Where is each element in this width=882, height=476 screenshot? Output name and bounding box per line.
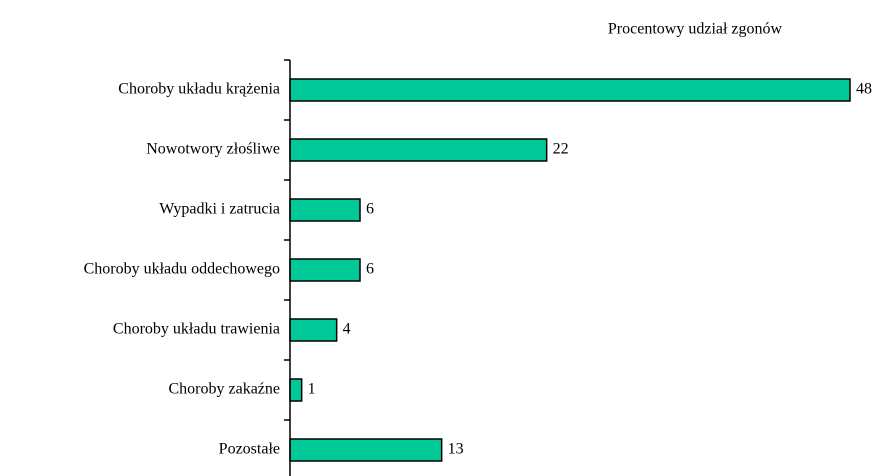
value-label: 13 <box>448 441 464 458</box>
bar <box>289 438 443 462</box>
bar <box>289 318 338 342</box>
y-tick-label: Choroby układu oddechowego <box>84 261 280 278</box>
value-label: 1 <box>308 381 316 398</box>
value-label: 6 <box>366 201 374 218</box>
bar <box>289 258 361 282</box>
bar <box>289 138 548 162</box>
y-tick-label: Nowotwory złośliwe <box>146 141 280 158</box>
value-label: 48 <box>856 81 872 98</box>
y-tick-label: Choroby układu trawienia <box>113 321 280 338</box>
y-tick-label: Pozostałe <box>219 441 280 458</box>
value-label: 6 <box>366 261 374 278</box>
value-label: 4 <box>343 321 351 338</box>
y-tick-label: Choroby układu krążenia <box>118 81 280 98</box>
y-tick-label: Choroby zakaźne <box>168 381 280 398</box>
bar <box>289 378 303 402</box>
bar <box>289 78 851 102</box>
bar <box>289 198 361 222</box>
value-label: 22 <box>553 141 569 158</box>
chart-title: Procentowy udział zgonów <box>608 21 783 38</box>
y-tick-label: Wypadki i zatrucia <box>159 201 280 218</box>
